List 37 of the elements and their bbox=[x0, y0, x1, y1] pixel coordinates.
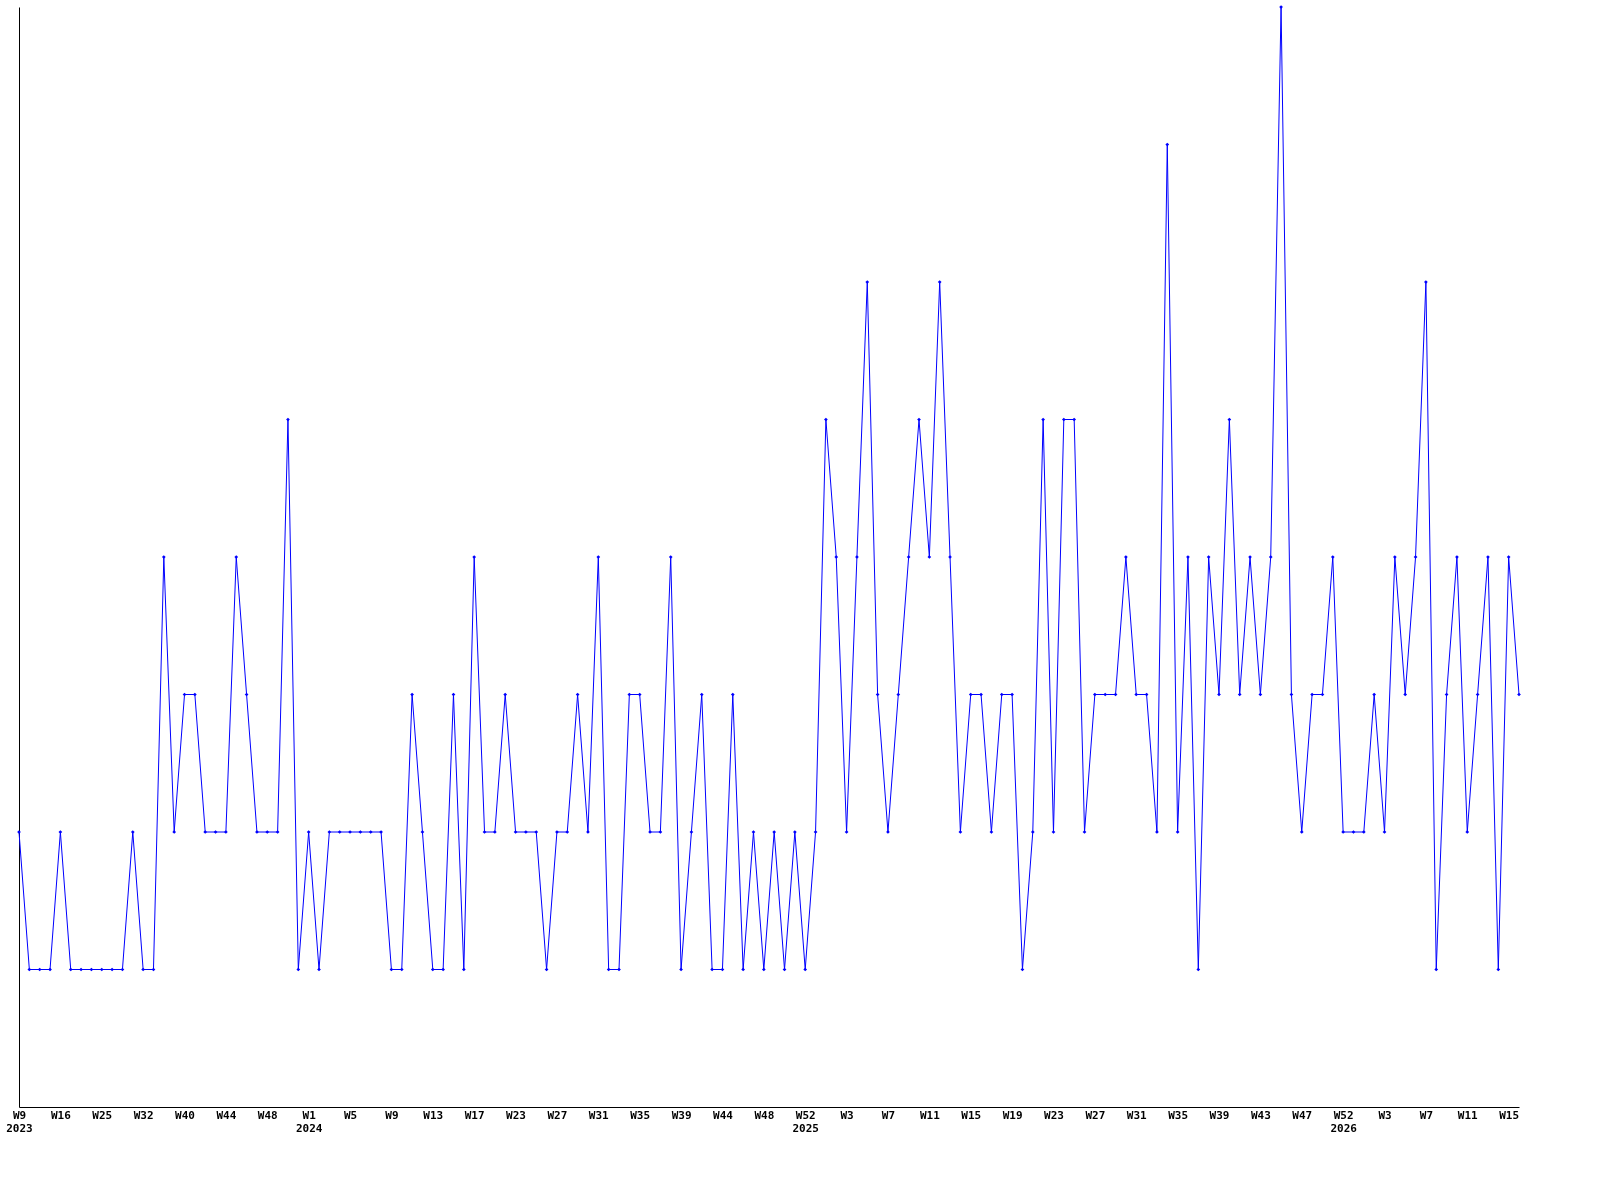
x-tick-label: W15 bbox=[1499, 1108, 1520, 1122]
x-tick-label: W43 bbox=[1250, 1108, 1271, 1122]
x-tick-label: W16 bbox=[50, 1108, 72, 1122]
x-tick-label: W40 bbox=[175, 1108, 195, 1122]
x-tick-label: W5 bbox=[343, 1108, 358, 1122]
x-tick-label: W9 2023 bbox=[6, 1108, 33, 1135]
x-tick-label: W52 2025 bbox=[792, 1108, 819, 1135]
x-tick-label: W7 bbox=[881, 1108, 896, 1122]
x-tick-label: W17 bbox=[464, 1108, 485, 1122]
x-tick-label: W47 bbox=[1292, 1108, 1313, 1122]
x-tick-label: W19 bbox=[1002, 1108, 1023, 1122]
x-tick-label: W27 bbox=[547, 1108, 568, 1122]
x-tick-label: W35 bbox=[630, 1108, 651, 1122]
x-tick-label: W44 bbox=[216, 1108, 237, 1122]
x-tick-label: W11 bbox=[919, 1108, 941, 1122]
x-tick-label: W9 bbox=[385, 1108, 399, 1122]
x-tick-label: W31 bbox=[1126, 1108, 1148, 1122]
x-tick-label: W52 2026 bbox=[1330, 1108, 1358, 1135]
x-tick-label: W31 bbox=[588, 1108, 610, 1122]
x-tick-label: W48 bbox=[257, 1108, 278, 1122]
x-tick-label: W7 bbox=[1419, 1108, 1434, 1122]
x-tick-label: W23 bbox=[1044, 1108, 1064, 1122]
x-tick-label: W27 bbox=[1085, 1108, 1106, 1122]
x-tick-label: W25 bbox=[92, 1108, 113, 1122]
x-tick-label: W23 bbox=[506, 1108, 526, 1122]
x-tick-label: W3 bbox=[840, 1108, 854, 1122]
x-tick-label: W48 bbox=[754, 1108, 775, 1122]
x-tick-label: W35 bbox=[1168, 1108, 1189, 1122]
x-tick-label: W44 bbox=[713, 1108, 734, 1122]
x-tick-label: W1 2024 bbox=[295, 1108, 323, 1135]
x-tick-label: W13 bbox=[423, 1108, 444, 1122]
x-tick-label: W11 bbox=[1457, 1108, 1479, 1122]
x-tick-label: W39 bbox=[1209, 1108, 1230, 1122]
x-tick-label: W39 bbox=[671, 1108, 692, 1122]
x-tick-label: W32 bbox=[133, 1108, 154, 1122]
x-tick-label: W15 bbox=[961, 1108, 982, 1122]
x-tick-label: W3 bbox=[1378, 1108, 1392, 1122]
